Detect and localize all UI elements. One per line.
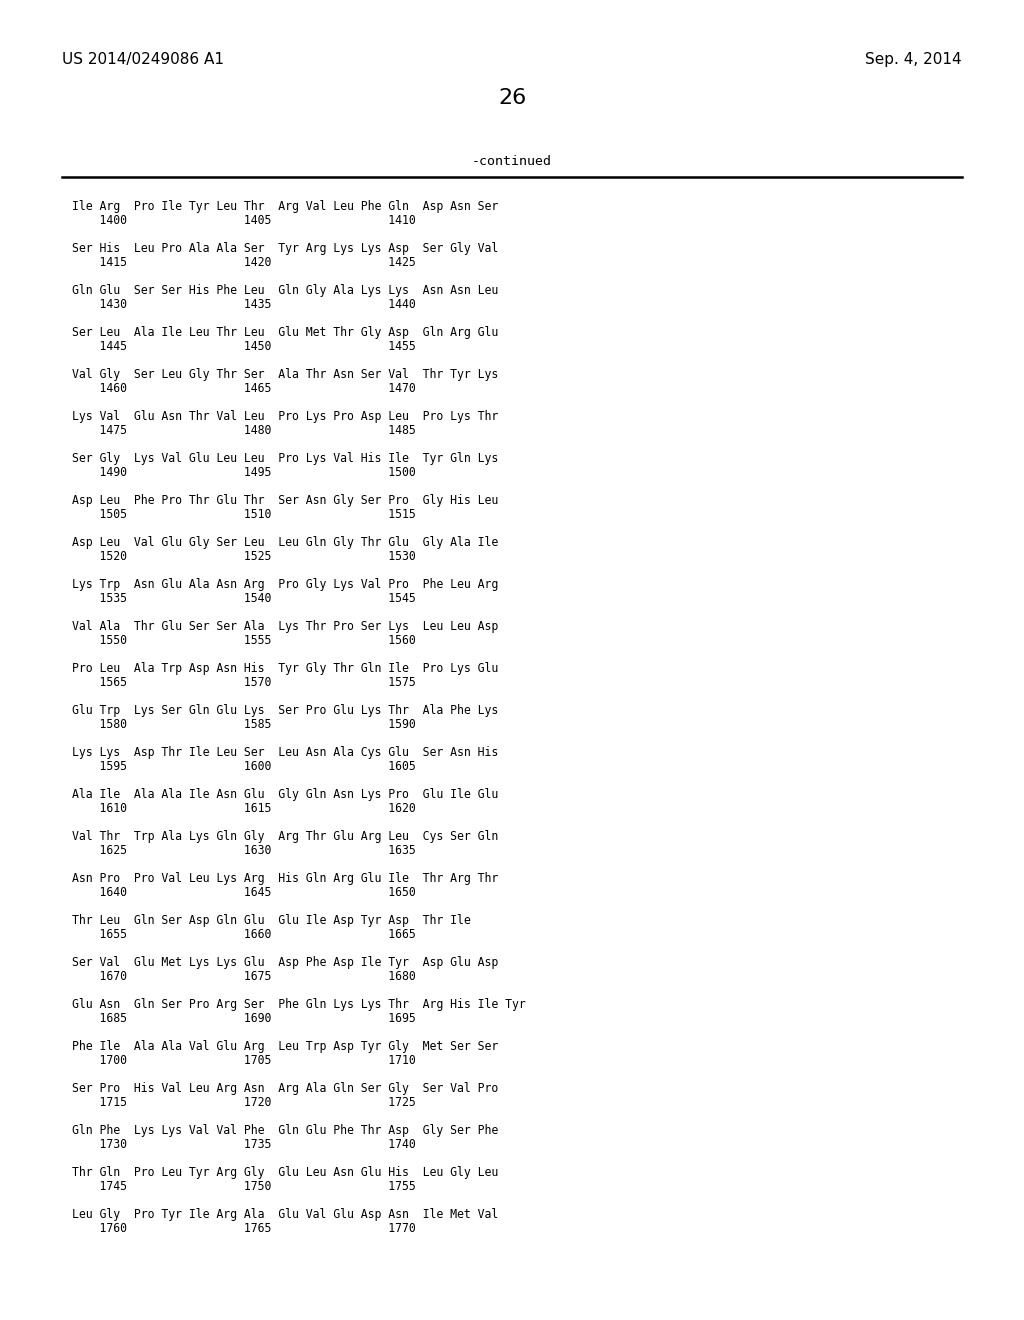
Text: 1730                 1735                 1740: 1730 1735 1740 — [72, 1138, 416, 1151]
Text: 1610                 1615                 1620: 1610 1615 1620 — [72, 803, 416, 814]
Text: Gln Phe  Lys Lys Val Val Phe  Gln Glu Phe Thr Asp  Gly Ser Phe: Gln Phe Lys Lys Val Val Phe Gln Glu Phe … — [72, 1125, 499, 1137]
Text: Ser Gly  Lys Val Glu Leu Leu  Pro Lys Val His Ile  Tyr Gln Lys: Ser Gly Lys Val Glu Leu Leu Pro Lys Val … — [72, 451, 499, 465]
Text: Lys Val  Glu Asn Thr Val Leu  Pro Lys Pro Asp Leu  Pro Lys Thr: Lys Val Glu Asn Thr Val Leu Pro Lys Pro … — [72, 411, 499, 422]
Text: Pro Leu  Ala Trp Asp Asn His  Tyr Gly Thr Gln Ile  Pro Lys Glu: Pro Leu Ala Trp Asp Asn His Tyr Gly Thr … — [72, 663, 499, 675]
Text: 1655                 1660                 1665: 1655 1660 1665 — [72, 928, 416, 941]
Text: Ser Pro  His Val Leu Arg Asn  Arg Ala Gln Ser Gly  Ser Val Pro: Ser Pro His Val Leu Arg Asn Arg Ala Gln … — [72, 1082, 499, 1096]
Text: Ala Ile  Ala Ala Ile Asn Glu  Gly Gln Asn Lys Pro  Glu Ile Glu: Ala Ile Ala Ala Ile Asn Glu Gly Gln Asn … — [72, 788, 499, 801]
Text: Asp Leu  Val Glu Gly Ser Leu  Leu Gln Gly Thr Glu  Gly Ala Ile: Asp Leu Val Glu Gly Ser Leu Leu Gln Gly … — [72, 536, 499, 549]
Text: 1550                 1555                 1560: 1550 1555 1560 — [72, 634, 416, 647]
Text: Thr Leu  Gln Ser Asp Gln Glu  Glu Ile Asp Tyr Asp  Thr Ile: Thr Leu Gln Ser Asp Gln Glu Glu Ile Asp … — [72, 913, 471, 927]
Text: 1760                 1765                 1770: 1760 1765 1770 — [72, 1222, 416, 1236]
Text: 1505                 1510                 1515: 1505 1510 1515 — [72, 508, 416, 521]
Text: Phe Ile  Ala Ala Val Glu Arg  Leu Trp Asp Tyr Gly  Met Ser Ser: Phe Ile Ala Ala Val Glu Arg Leu Trp Asp … — [72, 1040, 499, 1053]
Text: 1490                 1495                 1500: 1490 1495 1500 — [72, 466, 416, 479]
Text: 1745                 1750                 1755: 1745 1750 1755 — [72, 1180, 416, 1193]
Text: Val Gly  Ser Leu Gly Thr Ser  Ala Thr Asn Ser Val  Thr Tyr Lys: Val Gly Ser Leu Gly Thr Ser Ala Thr Asn … — [72, 368, 499, 381]
Text: Val Thr  Trp Ala Lys Gln Gly  Arg Thr Glu Arg Leu  Cys Ser Gln: Val Thr Trp Ala Lys Gln Gly Arg Thr Glu … — [72, 830, 499, 843]
Text: 1565                 1570                 1575: 1565 1570 1575 — [72, 676, 416, 689]
Text: 1670                 1675                 1680: 1670 1675 1680 — [72, 970, 416, 983]
Text: Asp Leu  Phe Pro Thr Glu Thr  Ser Asn Gly Ser Pro  Gly His Leu: Asp Leu Phe Pro Thr Glu Thr Ser Asn Gly … — [72, 494, 499, 507]
Text: 1520                 1525                 1530: 1520 1525 1530 — [72, 550, 416, 564]
Text: 1445                 1450                 1455: 1445 1450 1455 — [72, 341, 416, 352]
Text: Sep. 4, 2014: Sep. 4, 2014 — [865, 51, 962, 67]
Text: 1400                 1405                 1410: 1400 1405 1410 — [72, 214, 416, 227]
Text: -continued: -continued — [472, 154, 552, 168]
Text: 1625                 1630                 1635: 1625 1630 1635 — [72, 843, 416, 857]
Text: 1595                 1600                 1605: 1595 1600 1605 — [72, 760, 416, 774]
Text: 1685                 1690                 1695: 1685 1690 1695 — [72, 1012, 416, 1026]
Text: Ser His  Leu Pro Ala Ala Ser  Tyr Arg Lys Lys Asp  Ser Gly Val: Ser His Leu Pro Ala Ala Ser Tyr Arg Lys … — [72, 242, 499, 255]
Text: 1715                 1720                 1725: 1715 1720 1725 — [72, 1096, 416, 1109]
Text: Glu Trp  Lys Ser Gln Glu Lys  Ser Pro Glu Lys Thr  Ala Phe Lys: Glu Trp Lys Ser Gln Glu Lys Ser Pro Glu … — [72, 704, 499, 717]
Text: Asn Pro  Pro Val Leu Lys Arg  His Gln Arg Glu Ile  Thr Arg Thr: Asn Pro Pro Val Leu Lys Arg His Gln Arg … — [72, 873, 499, 884]
Text: Ser Leu  Ala Ile Leu Thr Leu  Glu Met Thr Gly Asp  Gln Arg Glu: Ser Leu Ala Ile Leu Thr Leu Glu Met Thr … — [72, 326, 499, 339]
Text: 1535                 1540                 1545: 1535 1540 1545 — [72, 591, 416, 605]
Text: 1640                 1645                 1650: 1640 1645 1650 — [72, 886, 416, 899]
Text: 26: 26 — [498, 88, 526, 108]
Text: Ile Arg  Pro Ile Tyr Leu Thr  Arg Val Leu Phe Gln  Asp Asn Ser: Ile Arg Pro Ile Tyr Leu Thr Arg Val Leu … — [72, 201, 499, 213]
Text: Gln Glu  Ser Ser His Phe Leu  Gln Gly Ala Lys Lys  Asn Asn Leu: Gln Glu Ser Ser His Phe Leu Gln Gly Ala … — [72, 284, 499, 297]
Text: Glu Asn  Gln Ser Pro Arg Ser  Phe Gln Lys Lys Thr  Arg His Ile Tyr: Glu Asn Gln Ser Pro Arg Ser Phe Gln Lys … — [72, 998, 525, 1011]
Text: 1700                 1705                 1710: 1700 1705 1710 — [72, 1053, 416, 1067]
Text: Leu Gly  Pro Tyr Ile Arg Ala  Glu Val Glu Asp Asn  Ile Met Val: Leu Gly Pro Tyr Ile Arg Ala Glu Val Glu … — [72, 1208, 499, 1221]
Text: Ser Val  Glu Met Lys Lys Glu  Asp Phe Asp Ile Tyr  Asp Glu Asp: Ser Val Glu Met Lys Lys Glu Asp Phe Asp … — [72, 956, 499, 969]
Text: 1475                 1480                 1485: 1475 1480 1485 — [72, 424, 416, 437]
Text: US 2014/0249086 A1: US 2014/0249086 A1 — [62, 51, 224, 67]
Text: Lys Lys  Asp Thr Ile Leu Ser  Leu Asn Ala Cys Glu  Ser Asn His: Lys Lys Asp Thr Ile Leu Ser Leu Asn Ala … — [72, 746, 499, 759]
Text: Lys Trp  Asn Glu Ala Asn Arg  Pro Gly Lys Val Pro  Phe Leu Arg: Lys Trp Asn Glu Ala Asn Arg Pro Gly Lys … — [72, 578, 499, 591]
Text: 1460                 1465                 1470: 1460 1465 1470 — [72, 381, 416, 395]
Text: 1580                 1585                 1590: 1580 1585 1590 — [72, 718, 416, 731]
Text: Val Ala  Thr Glu Ser Ser Ala  Lys Thr Pro Ser Lys  Leu Leu Asp: Val Ala Thr Glu Ser Ser Ala Lys Thr Pro … — [72, 620, 499, 634]
Text: Thr Gln  Pro Leu Tyr Arg Gly  Glu Leu Asn Glu His  Leu Gly Leu: Thr Gln Pro Leu Tyr Arg Gly Glu Leu Asn … — [72, 1166, 499, 1179]
Text: 1430                 1435                 1440: 1430 1435 1440 — [72, 298, 416, 312]
Text: 1415                 1420                 1425: 1415 1420 1425 — [72, 256, 416, 269]
